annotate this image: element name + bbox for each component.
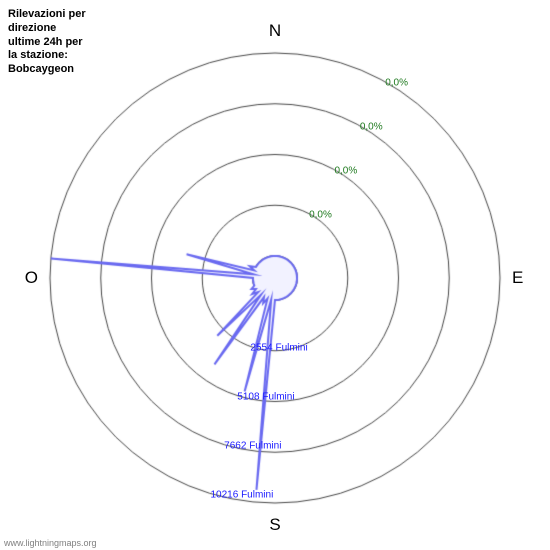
cardinal-n: N bbox=[269, 21, 281, 41]
ring-label: 2554 Fulmini bbox=[250, 343, 307, 354]
cardinal-o: O bbox=[25, 268, 38, 288]
chart-title: Rilevazioni per direzione ultime 24h per… bbox=[8, 8, 86, 77]
ring-label: 5108 Fulmini bbox=[237, 392, 294, 403]
ring-label: 0,0% bbox=[334, 166, 357, 177]
watermark: www.lightningmaps.org bbox=[4, 538, 97, 548]
ring-label: 0,0% bbox=[360, 122, 383, 133]
ring-label: 7662 Fulmini bbox=[224, 441, 281, 452]
cardinal-s: S bbox=[269, 515, 280, 535]
ring-label: 0,0% bbox=[385, 78, 408, 89]
ring-label: 10216 Fulmini bbox=[210, 490, 273, 501]
cardinal-e: E bbox=[512, 268, 523, 288]
ring-label: 0,0% bbox=[309, 209, 332, 220]
polar-rose-chart bbox=[0, 0, 550, 550]
